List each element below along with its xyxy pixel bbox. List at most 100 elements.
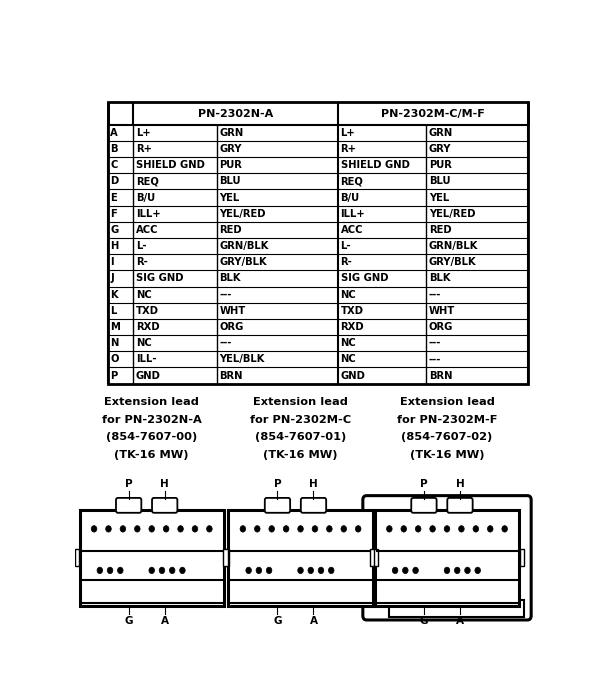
Circle shape [149, 567, 155, 574]
Text: SIG GND: SIG GND [136, 274, 184, 283]
Text: SHIELD GND: SHIELD GND [136, 160, 205, 171]
Circle shape [206, 525, 212, 532]
Text: BRN: BRN [429, 370, 452, 381]
Circle shape [328, 567, 334, 574]
Text: for PN-2302N-A: for PN-2302N-A [102, 415, 202, 425]
Text: ILL+: ILL+ [341, 209, 365, 219]
Text: BRN: BRN [220, 370, 243, 381]
Circle shape [163, 525, 169, 532]
Text: C: C [110, 160, 118, 171]
Text: BLU: BLU [220, 176, 241, 187]
Circle shape [401, 525, 407, 532]
Circle shape [318, 567, 324, 574]
Text: L-: L- [341, 241, 351, 251]
Text: H: H [455, 480, 464, 489]
Text: GRY/BLK: GRY/BLK [429, 258, 476, 267]
Circle shape [178, 525, 184, 532]
Circle shape [312, 525, 318, 532]
Text: G: G [124, 616, 133, 626]
Circle shape [269, 525, 274, 532]
Text: NC: NC [341, 354, 356, 365]
Text: TXD: TXD [341, 306, 364, 316]
Text: YEL: YEL [429, 193, 449, 203]
Text: GRN/BLK: GRN/BLK [220, 241, 269, 251]
Text: REQ: REQ [136, 176, 159, 187]
Text: G: G [110, 225, 119, 235]
Text: ACC: ACC [341, 225, 363, 235]
Text: BLK: BLK [429, 274, 451, 283]
Text: (TK-16 MW): (TK-16 MW) [263, 450, 338, 460]
Text: H: H [160, 480, 169, 489]
FancyBboxPatch shape [411, 498, 437, 513]
Circle shape [91, 525, 97, 532]
Bar [224, 549, 229, 567]
Text: L: L [110, 306, 117, 316]
Text: YEL/RED: YEL/RED [220, 209, 266, 219]
Circle shape [240, 525, 245, 532]
Circle shape [149, 525, 155, 532]
Circle shape [415, 525, 421, 532]
Text: (854-7607-01): (854-7607-01) [255, 432, 346, 443]
Text: GRY: GRY [429, 144, 451, 154]
Circle shape [444, 567, 450, 574]
Circle shape [326, 525, 332, 532]
Text: B/U: B/U [136, 193, 155, 203]
Text: J: J [110, 274, 114, 283]
Circle shape [179, 567, 185, 574]
Circle shape [107, 567, 113, 574]
Bar [223, 549, 228, 567]
Circle shape [403, 567, 408, 574]
Circle shape [298, 525, 304, 532]
Text: NC: NC [341, 290, 356, 300]
Text: G: G [419, 616, 428, 626]
Text: ILL+: ILL+ [136, 209, 161, 219]
Bar [229, 509, 373, 606]
Text: GRN: GRN [429, 128, 453, 138]
Circle shape [355, 525, 361, 532]
Text: K: K [110, 290, 118, 300]
Text: ACC: ACC [136, 225, 158, 235]
Circle shape [386, 525, 392, 532]
Circle shape [254, 525, 260, 532]
Text: (854-7607-02): (854-7607-02) [401, 432, 493, 443]
Text: R+: R+ [341, 144, 356, 154]
Text: BLU: BLU [429, 176, 451, 187]
Text: H: H [110, 241, 119, 251]
FancyBboxPatch shape [265, 498, 290, 513]
Text: L+: L+ [341, 128, 355, 138]
Circle shape [464, 567, 470, 574]
Circle shape [502, 525, 508, 532]
Text: A: A [110, 128, 118, 138]
Text: B: B [110, 144, 118, 154]
Text: N: N [110, 338, 119, 348]
Text: ---: --- [220, 338, 232, 348]
Text: G: G [273, 616, 282, 626]
Circle shape [392, 567, 398, 574]
Text: B/U: B/U [341, 193, 359, 203]
Text: YEL: YEL [220, 193, 240, 203]
Text: GRY/BLK: GRY/BLK [220, 258, 267, 267]
Text: RXD: RXD [341, 322, 364, 332]
Circle shape [192, 525, 198, 532]
Text: for PN-2302M-F: for PN-2302M-F [397, 415, 497, 425]
Text: for PN-2302M-C: for PN-2302M-C [250, 415, 351, 425]
Text: ---: --- [429, 338, 441, 348]
Circle shape [283, 525, 289, 532]
Circle shape [120, 525, 125, 532]
FancyBboxPatch shape [116, 498, 142, 513]
Text: GND: GND [341, 370, 365, 381]
Bar [375, 509, 519, 606]
Text: O: O [110, 354, 119, 365]
Bar [370, 549, 374, 567]
Circle shape [341, 525, 347, 532]
Text: RED: RED [220, 225, 242, 235]
Text: PN-2302M-C/M-F: PN-2302M-C/M-F [381, 109, 485, 118]
Text: ---: --- [220, 290, 232, 300]
Text: GRY: GRY [220, 144, 242, 154]
Text: YEL/BLK: YEL/BLK [220, 354, 265, 365]
Text: E: E [110, 193, 117, 203]
Text: ORG: ORG [220, 322, 244, 332]
Circle shape [430, 525, 436, 532]
Text: ORG: ORG [429, 322, 453, 332]
Circle shape [298, 567, 304, 574]
